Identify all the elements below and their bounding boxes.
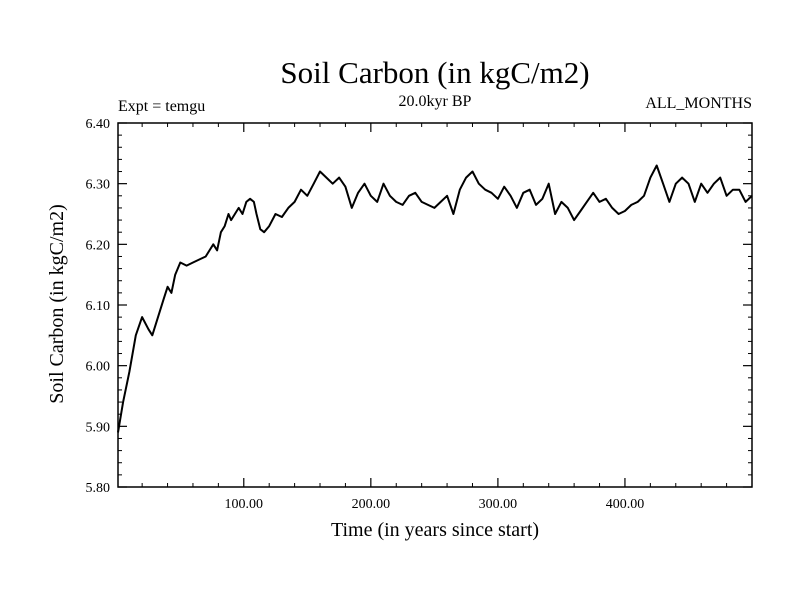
months-label: ALL_MONTHS <box>645 95 752 112</box>
x-tick-label: 100.00 <box>225 497 264 512</box>
x-tick-label: 300.00 <box>479 497 518 512</box>
plot-area: 100.00 200.00 300.00 400.00 5.80 5.90 6.00 6.10… <box>86 117 753 512</box>
y-tick-label: 5.80 <box>86 481 111 496</box>
x-axis-label: Time (in years since start) <box>331 519 539 541</box>
plot-frame <box>117 122 753 488</box>
y-tick-label: 6.00 <box>86 360 111 375</box>
chart-title: Soil Carbon (in kgC/m2) <box>280 55 589 90</box>
y-axis-label: Soil Carbon (in kgC/m2) <box>46 204 68 403</box>
x-tick-label: 400.00 <box>606 497 645 512</box>
y-tick-label: 5.90 <box>86 420 111 435</box>
x-tick-label: 200.00 <box>352 497 391 512</box>
period-label: 20.0kyr BP <box>399 93 472 110</box>
y-tick-label: 6.30 <box>86 178 111 193</box>
y-tick-label: 6.40 <box>86 117 111 132</box>
experiment-label: Expt = temgu <box>118 98 205 115</box>
y-tick-label: 6.20 <box>86 238 111 253</box>
series-line-soil-carbon <box>117 164 753 433</box>
y-tick-label: 6.10 <box>86 299 111 314</box>
